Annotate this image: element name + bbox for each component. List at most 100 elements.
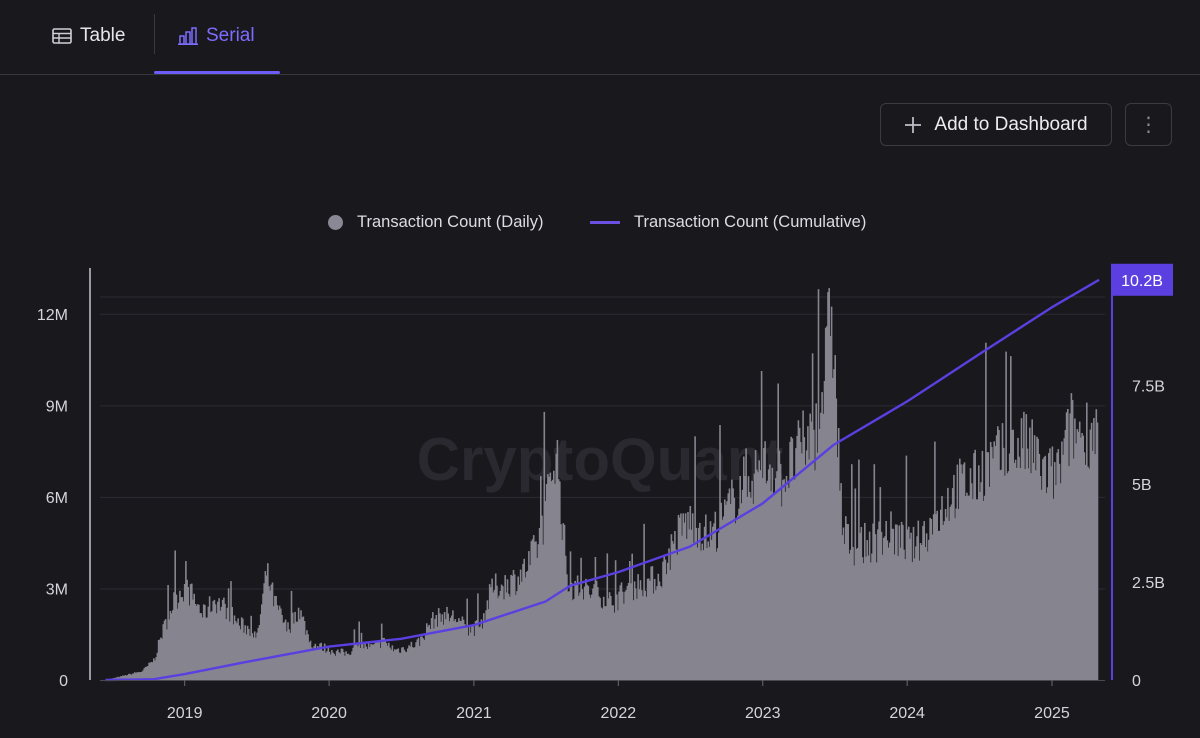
daily-bar <box>880 531 883 680</box>
daily-bar <box>591 594 593 680</box>
daily-bar <box>1019 468 1022 680</box>
daily-bar <box>177 602 180 680</box>
daily-bar <box>392 651 395 680</box>
daily-bar <box>852 547 854 680</box>
daily-bar <box>1036 436 1038 680</box>
daily-bar <box>740 503 743 680</box>
daily-bar <box>262 593 264 680</box>
daily-bar <box>911 562 914 680</box>
legend-cumulative-label: Transaction Count (Cumulative) <box>634 212 867 231</box>
daily-bar <box>291 612 294 680</box>
daily-bar <box>708 547 711 680</box>
daily-bar <box>1090 422 1093 680</box>
daily-bar <box>464 624 466 680</box>
daily-bar <box>833 369 835 680</box>
daily-bar <box>625 590 627 680</box>
daily-bar <box>872 523 874 680</box>
daily-bar <box>357 646 359 680</box>
daily-bar <box>592 588 594 680</box>
daily-bar <box>196 604 199 680</box>
daily-bar <box>930 519 933 680</box>
daily-bar <box>1080 437 1082 680</box>
daily-bar <box>856 547 859 680</box>
daily-bar <box>224 603 226 680</box>
daily-bar <box>651 566 654 680</box>
daily-bar <box>122 675 124 680</box>
daily-bar <box>567 591 569 680</box>
daily-bar <box>134 672 136 680</box>
daily-bar <box>801 453 803 680</box>
daily-bar <box>934 441 936 680</box>
daily-bar <box>201 617 204 680</box>
daily-bar <box>474 621 477 680</box>
daily-bar <box>371 644 373 680</box>
daily-bar <box>556 440 559 680</box>
daily-bar <box>550 481 553 680</box>
daily-bar <box>250 615 252 680</box>
daily-bar <box>302 616 305 680</box>
daily-bar <box>1075 443 1077 680</box>
daily-bar <box>1096 422 1099 680</box>
tab-table[interactable]: Table <box>52 0 125 72</box>
daily-bar <box>338 652 340 680</box>
daily-bar <box>959 458 961 680</box>
daily-bar <box>782 480 784 680</box>
more-options-button[interactable]: ⋮ <box>1125 103 1172 146</box>
daily-bar <box>747 476 750 680</box>
daily-bar <box>239 629 242 680</box>
daily-bar <box>1043 457 1045 680</box>
daily-bar <box>144 667 147 680</box>
daily-bar <box>537 544 540 680</box>
legend-line-icon <box>590 220 620 224</box>
daily-bar <box>416 639 419 680</box>
daily-bar <box>978 465 980 680</box>
daily-bar <box>1030 473 1032 680</box>
daily-bar <box>271 582 274 680</box>
legend-item-cumulative[interactable]: Transaction Count (Cumulative) <box>590 210 866 234</box>
daily-bar <box>237 618 239 680</box>
daily-bar <box>225 619 227 680</box>
daily-bar <box>341 648 344 680</box>
daily-bar <box>754 450 757 680</box>
daily-bar <box>722 516 725 680</box>
daily-bar <box>908 526 910 680</box>
daily-bars <box>106 288 1099 680</box>
daily-bar <box>315 649 318 680</box>
y-left-tick-label: 9M <box>46 398 68 415</box>
daily-bar <box>312 649 314 680</box>
daily-bar <box>176 608 179 680</box>
daily-bar <box>154 660 156 680</box>
daily-bar <box>1018 456 1020 680</box>
add-to-dashboard-button[interactable]: Add to Dashboard <box>880 103 1112 146</box>
daily-bar <box>794 479 796 680</box>
daily-bar <box>760 371 763 680</box>
daily-bar <box>710 539 713 680</box>
daily-bar <box>294 611 296 680</box>
daily-bar <box>987 452 990 680</box>
daily-bar <box>861 557 864 680</box>
legend-item-daily[interactable]: Transaction Count (Daily) <box>328 210 543 234</box>
daily-bar <box>661 587 663 680</box>
daily-bar <box>913 558 916 680</box>
daily-bar <box>623 603 625 680</box>
daily-bar <box>1035 470 1037 680</box>
daily-bar <box>486 600 489 680</box>
daily-bar <box>124 675 127 680</box>
daily-bar <box>877 529 879 680</box>
daily-bar <box>725 504 727 680</box>
daily-bar <box>484 620 486 680</box>
daily-bar <box>576 575 579 680</box>
daily-bar <box>726 501 728 680</box>
daily-bar <box>456 621 459 680</box>
daily-bar <box>117 676 119 680</box>
tab-serial[interactable]: Serial <box>178 0 255 72</box>
daily-bar <box>460 620 463 680</box>
daily-bar <box>867 555 870 680</box>
daily-bar <box>634 588 637 680</box>
daily-bar <box>658 581 661 680</box>
daily-bar <box>748 492 751 680</box>
daily-bar <box>568 591 571 680</box>
daily-bar <box>928 539 930 680</box>
daily-bar <box>818 429 821 680</box>
daily-bar <box>253 631 256 680</box>
